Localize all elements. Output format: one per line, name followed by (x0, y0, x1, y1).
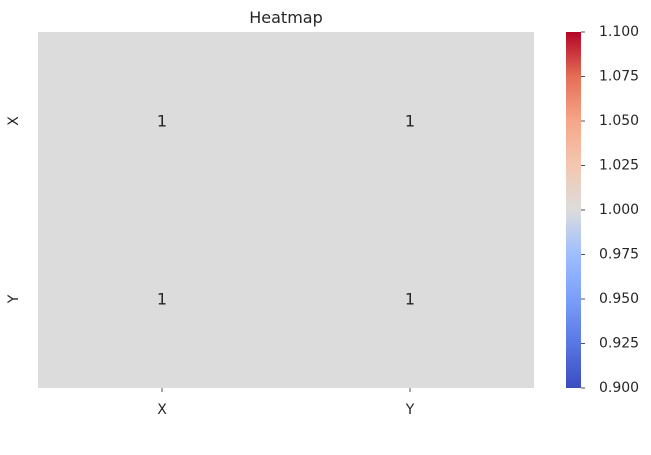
colorbar-tick-label: 1.075 (599, 69, 639, 85)
colorbar-tick-label: 1.025 (599, 158, 639, 174)
heatmap-cell-1-1 (286, 210, 534, 388)
colorbar-gradient (566, 32, 581, 388)
colorbar-tick-label: 1.000 (599, 202, 639, 218)
colorbar-tick-label: 1.100 (599, 24, 639, 40)
colorbar-tick-label: 0.975 (599, 247, 639, 263)
heatmap-cell-labels: 1 1 1 1 (157, 112, 415, 309)
heatmap-cell-0-0 (38, 32, 286, 210)
y-tick-label: X (6, 116, 22, 126)
cell-value-label: 1 (405, 112, 415, 131)
heatmap-cell-0-1 (286, 32, 534, 210)
colorbar-tick-label: 0.925 (599, 336, 639, 352)
x-tick-label: Y (405, 402, 415, 418)
colorbar-tick-label: 1.050 (599, 113, 639, 129)
colorbar-tick-label: 0.900 (599, 380, 639, 396)
cell-value-label: 1 (405, 290, 415, 309)
chart-title: Heatmap (249, 8, 323, 27)
y-axis: XY (6, 116, 22, 304)
y-tick-label: Y (6, 294, 22, 304)
x-tick-label: X (157, 402, 167, 418)
heatmap-cell-1-0 (38, 210, 286, 388)
colorbar-ticks: 0.900 0.925 0.950 0.975 1.000 1.025 1.050 1.075… (581, 24, 639, 396)
colorbar: 0.900 0.925 0.950 0.975 1.000 1.025 1.050 1.075… (566, 24, 639, 396)
cell-value-label: 1 (157, 290, 167, 309)
colorbar-tick-label: 0.950 (599, 291, 639, 307)
cell-value-label: 1 (157, 112, 167, 131)
heatmap-cells (38, 32, 534, 388)
